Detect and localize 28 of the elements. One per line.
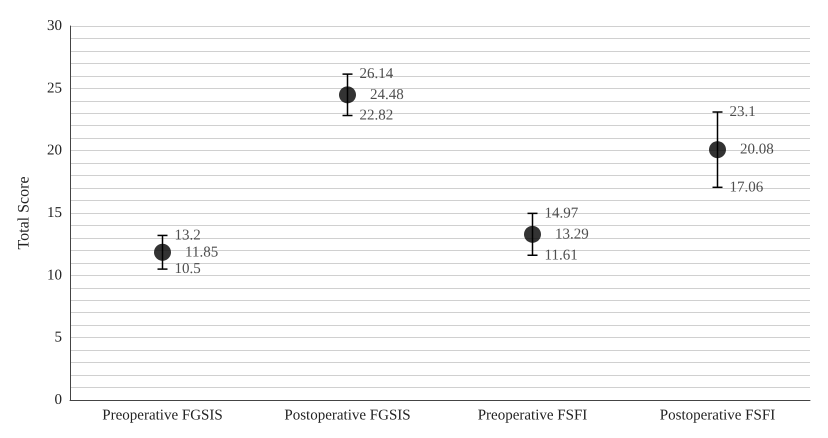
x-tick-label: Postoperative FSFI (660, 408, 776, 424)
annotation: 10.5 (174, 261, 201, 278)
y-tick-label: 0 (54, 392, 62, 408)
x-tick-label: Preoperative FGSIS (102, 408, 223, 424)
y-tick-label: 30 (47, 18, 62, 34)
y-tick-label: 25 (47, 80, 62, 96)
point (339, 86, 356, 104)
data-label: 11.85 (185, 244, 218, 260)
data-label: 20.08 (740, 142, 774, 158)
data-label: 24.48 (370, 86, 404, 103)
y-tick-label: 15 (47, 205, 62, 221)
point (524, 226, 541, 243)
y-tick-label: 10 (47, 267, 62, 284)
y-tick-label: 20 (47, 142, 62, 159)
point (154, 244, 171, 261)
annotation: 23.1 (730, 104, 756, 120)
point (709, 141, 726, 158)
x-tick-label: Postoperative FGSIS (284, 408, 411, 424)
annotation: 26.14 (360, 66, 394, 82)
x-tick-label: Preoperative FSFI (478, 408, 588, 424)
annotation: 22.82 (360, 108, 394, 124)
data-label: 13.29 (555, 226, 589, 242)
annotation: 13.2 (174, 227, 201, 244)
y-tick-label: 5 (54, 330, 62, 346)
annotation: 17.06 (730, 179, 764, 196)
y-axis-title: Total Score (16, 176, 32, 250)
annotation: 14.97 (544, 205, 579, 222)
annotation: 11.61 (544, 247, 578, 264)
